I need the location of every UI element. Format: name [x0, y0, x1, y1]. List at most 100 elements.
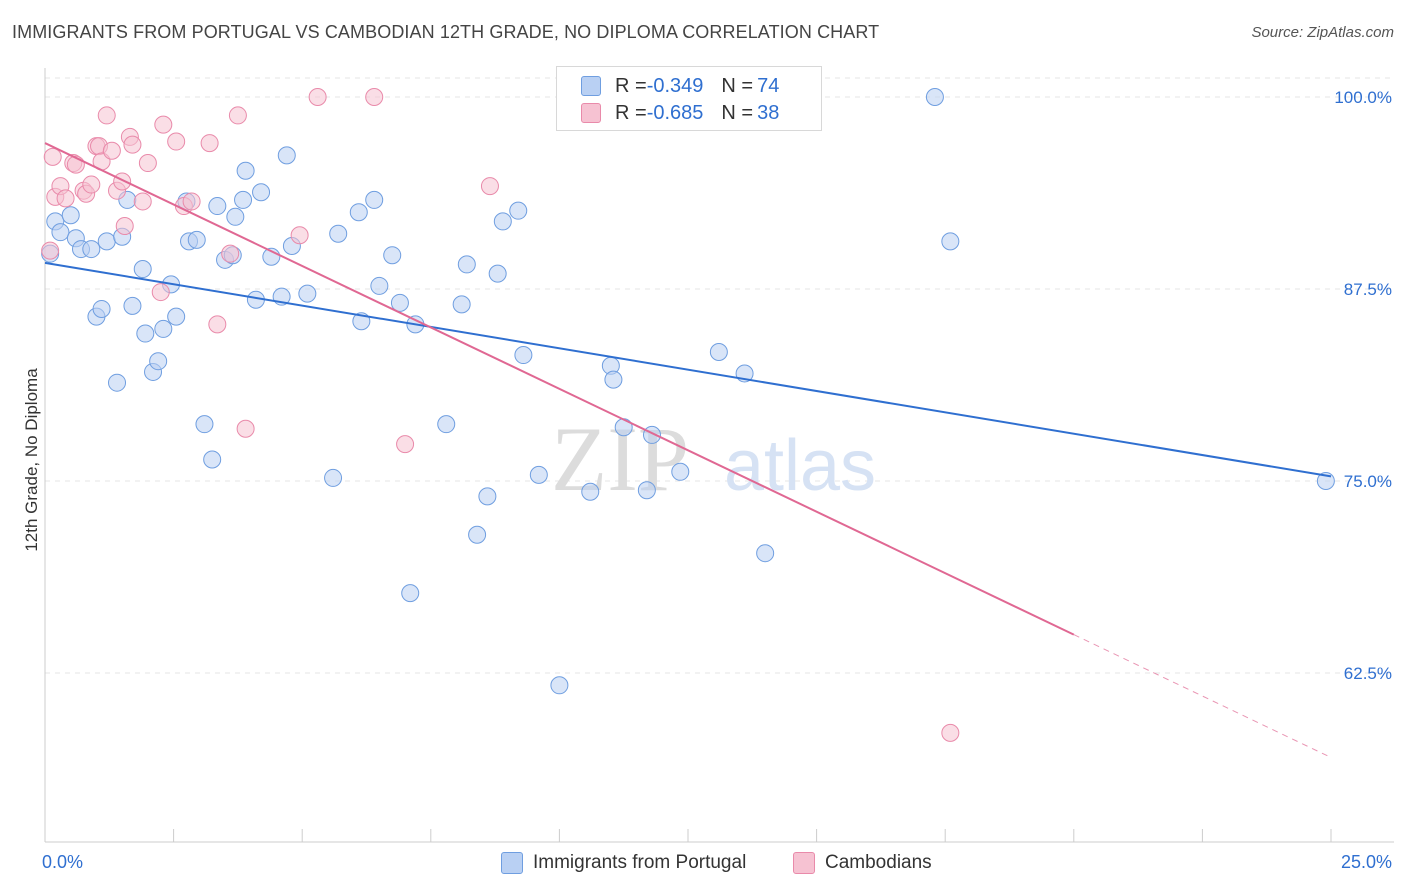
- legend-item-cambodians: Cambodians: [793, 852, 932, 874]
- trendline-cambodians: [44, 142, 1075, 636]
- point-portugal: [277, 146, 296, 165]
- point-cambodians: [102, 141, 121, 160]
- point-portugal: [614, 418, 633, 437]
- legend-n-value: 74: [757, 74, 780, 97]
- point-portugal: [349, 203, 368, 222]
- point-portugal: [92, 299, 111, 318]
- point-cambodians: [365, 88, 384, 106]
- point-cambodians: [82, 175, 101, 194]
- legend-item-portugal: Immigrants from Portugal: [501, 852, 746, 874]
- legend-row-portugal: R = -0.349 N = 74: [581, 73, 779, 99]
- y-tick-label: 100.0%: [1334, 88, 1392, 107]
- point-portugal: [365, 190, 384, 209]
- point-portugal: [370, 276, 389, 295]
- point-portugal: [383, 246, 402, 265]
- point-portugal: [324, 468, 343, 487]
- point-portugal: [149, 352, 168, 371]
- legend-r-label: R =: [615, 74, 647, 97]
- legend-label-cambodians: Cambodians: [825, 852, 932, 873]
- point-portugal: [136, 324, 155, 343]
- point-portugal: [478, 487, 497, 506]
- y-tick-label: 75.0%: [1344, 472, 1392, 491]
- point-portugal: [203, 450, 222, 469]
- point-portugal: [123, 296, 142, 315]
- series-cambodians-points: [41, 88, 960, 742]
- point-portugal: [550, 676, 569, 695]
- point-cambodians: [154, 115, 173, 134]
- legend-n-value: 38: [757, 101, 780, 124]
- trendline-cambodians-extrapolated: [1073, 634, 1332, 758]
- point-cambodians: [115, 217, 134, 236]
- point-portugal: [401, 584, 420, 603]
- point-portugal: [437, 415, 456, 434]
- legend-r-value: -0.349: [646, 74, 704, 97]
- chart-title: IMMIGRANTS FROM PORTUGAL VS CAMBODIAN 12…: [12, 22, 880, 42]
- point-cambodians: [480, 177, 499, 196]
- x-tick-label-max: 25.0%: [1340, 852, 1392, 872]
- point-portugal: [167, 307, 186, 326]
- correlation-legend: R = -0.349 N = 74 R = -0.685 N = 38: [556, 66, 822, 131]
- point-portugal: [457, 255, 476, 274]
- point-portugal: [468, 525, 487, 544]
- axes: [44, 68, 1394, 843]
- point-portugal: [709, 342, 728, 361]
- trendline-portugal: [44, 261, 1332, 478]
- point-cambodians: [97, 106, 116, 125]
- point-portugal: [236, 161, 255, 180]
- legend-label-portugal: Immigrants from Portugal: [533, 852, 747, 873]
- x-tick-label-min: 0.0%: [42, 852, 84, 872]
- point-portugal: [756, 544, 775, 563]
- watermark: ZIP atlas: [551, 408, 876, 510]
- point-portugal: [234, 190, 253, 209]
- point-portugal: [97, 232, 116, 251]
- point-cambodians: [113, 172, 132, 191]
- point-portugal: [452, 295, 471, 314]
- point-portugal: [925, 88, 944, 106]
- legend-swatch-portugal: [501, 852, 523, 874]
- point-cambodians: [941, 723, 960, 742]
- watermark-atlas: atlas: [724, 426, 876, 506]
- point-portugal: [195, 415, 214, 434]
- point-cambodians: [123, 135, 142, 154]
- point-portugal: [82, 240, 101, 259]
- y-axis-label: 12th Grade, No Diploma: [22, 368, 41, 552]
- legend-n-label: N =: [721, 101, 754, 124]
- point-cambodians: [133, 192, 152, 211]
- point-cambodians: [41, 241, 60, 260]
- point-portugal: [581, 482, 600, 501]
- point-portugal: [637, 481, 656, 500]
- point-cambodians: [290, 226, 309, 245]
- point-portugal: [51, 223, 70, 242]
- point-portugal: [604, 370, 623, 389]
- chart-source: Source: ZipAtlas.com: [1251, 24, 1394, 41]
- y-tick-label: 87.5%: [1344, 280, 1392, 299]
- point-cambodians: [56, 189, 75, 208]
- series-portugal-points: [41, 88, 1335, 695]
- point-cambodians: [228, 106, 247, 125]
- point-portugal: [187, 230, 206, 249]
- point-portugal: [529, 465, 548, 484]
- legend-r-label: R =: [615, 101, 647, 124]
- point-portugal: [329, 224, 348, 243]
- point-portugal: [252, 183, 271, 202]
- legend-swatch-cambodians: [793, 852, 815, 874]
- point-portugal: [298, 284, 317, 303]
- point-portugal: [133, 260, 152, 279]
- legend-swatch-blue: [581, 76, 601, 96]
- point-portugal: [226, 207, 245, 226]
- point-cambodians: [138, 154, 157, 173]
- series-legend: Immigrants from Portugal Cambodians: [0, 852, 1406, 878]
- point-portugal: [493, 212, 512, 231]
- legend-swatch-pink: [581, 103, 601, 123]
- point-portugal: [941, 232, 960, 251]
- point-portugal: [154, 319, 173, 338]
- point-cambodians: [151, 283, 170, 302]
- y-tick-labels: 62.5% 75.0% 87.5% 100.0%: [1334, 88, 1392, 683]
- point-portugal: [208, 197, 227, 216]
- legend-n-label: N =: [721, 74, 754, 97]
- point-portugal: [671, 462, 690, 481]
- point-cambodians: [200, 134, 219, 153]
- y-tick-label: 62.5%: [1344, 664, 1392, 683]
- point-cambodians: [236, 419, 255, 438]
